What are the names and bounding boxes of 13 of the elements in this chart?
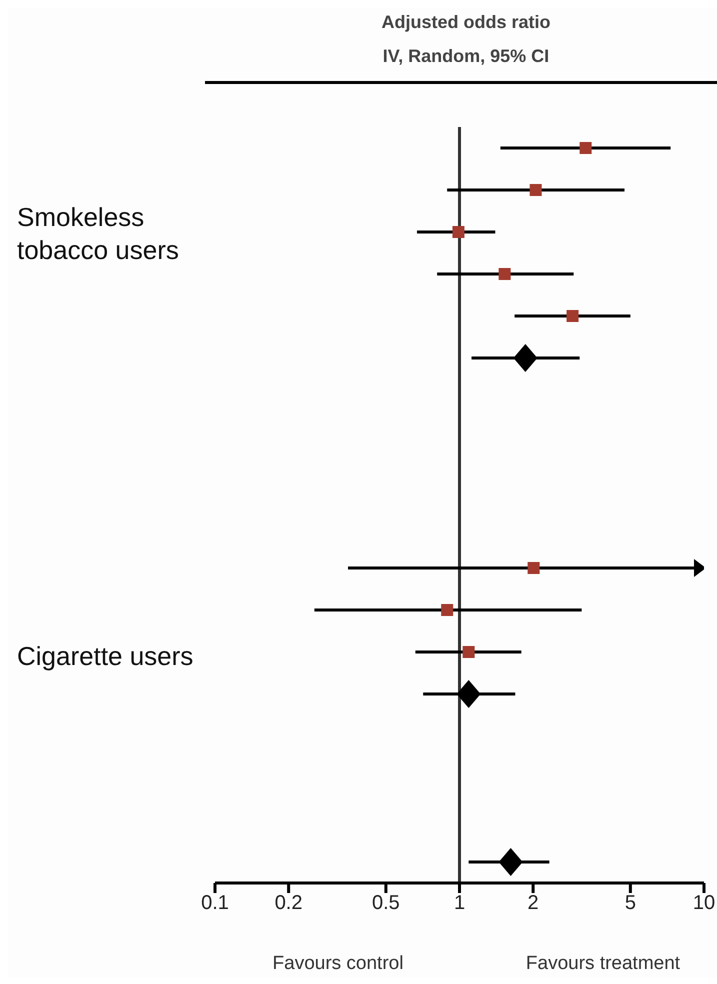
x-tick-label: 2 (528, 892, 539, 914)
text: Smokeless tobacco users (17, 201, 180, 266)
x-tick-label: 1 (454, 892, 466, 914)
x-tick-label: 5 (624, 892, 636, 914)
text: Favours treatment (524, 952, 682, 976)
x-tick-label: 10 (692, 892, 716, 914)
x-tick-label: 0.1 (201, 892, 229, 914)
chart-subtitle: IV, Random, 95% CI (382, 46, 550, 67)
text: Cigarette users (17, 640, 194, 672)
text: Favours control (272, 952, 404, 976)
x-tick-label: 0.2 (274, 892, 303, 914)
x-tick-label: 0.5 (372, 892, 400, 914)
chart-title: Adjusted odds ratio (380, 12, 552, 33)
